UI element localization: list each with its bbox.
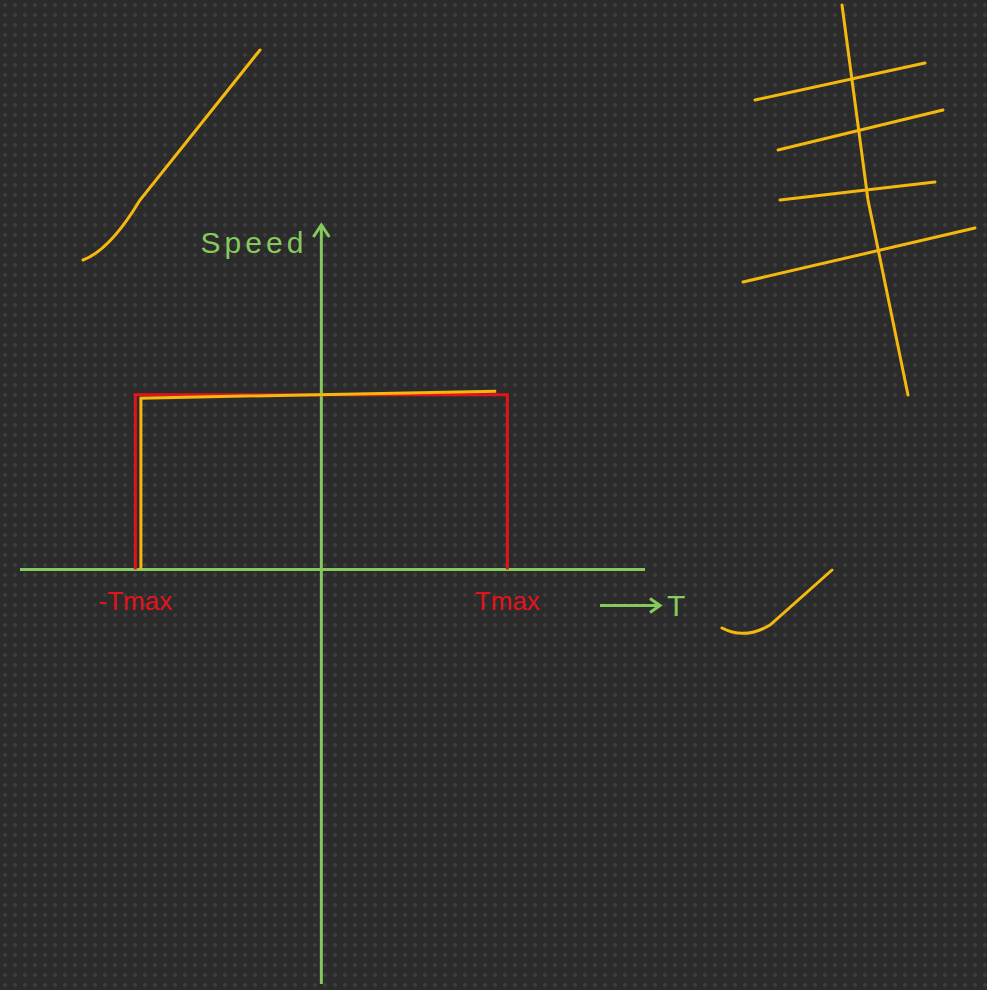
svg-text:Speed: Speed bbox=[201, 226, 308, 259]
svg-text:Tmax: Tmax bbox=[475, 586, 540, 616]
svg-text:T: T bbox=[667, 589, 685, 622]
svg-text:-Tmax: -Tmax bbox=[98, 586, 172, 616]
